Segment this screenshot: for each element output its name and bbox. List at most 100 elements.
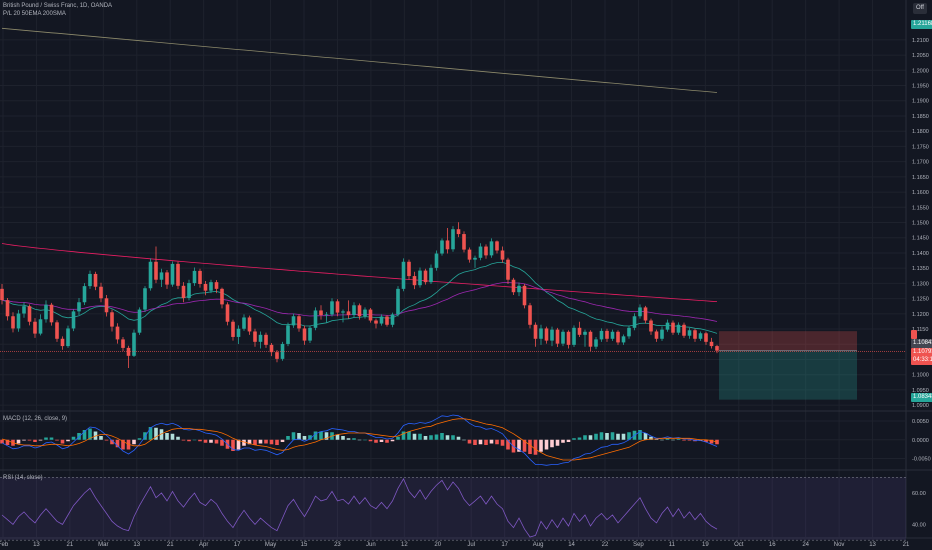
- y-tick-label: 1.1450: [912, 236, 929, 242]
- candle-body: [429, 267, 433, 283]
- candle-body: [687, 330, 692, 336]
- candle-body: [198, 270, 202, 284]
- candle-body: [500, 250, 505, 260]
- candle-body: [533, 324, 538, 339]
- candle-body: [16, 313, 21, 329]
- macd-histogram-bar: [66, 439, 70, 442]
- candle-body: [522, 285, 527, 306]
- candle-body: [445, 240, 450, 250]
- candle-body: [385, 316, 389, 325]
- macd-histogram-bar: [363, 439, 367, 441]
- price-pane[interactable]: [0, 27, 906, 400]
- macd-histogram-bar: [71, 436, 76, 440]
- macd-histogram-bar: [165, 433, 169, 440]
- rsi-band-fill: [0, 477, 906, 541]
- macd-histogram-bar: [159, 429, 164, 440]
- macd-histogram-bar: [253, 439, 257, 445]
- macd-histogram-bar: [616, 433, 620, 440]
- candle-body: [346, 311, 351, 316]
- candle-body: [368, 309, 373, 321]
- candle-body: [335, 301, 340, 313]
- candle-body: [440, 240, 444, 254]
- candle-body: [126, 347, 131, 356]
- candle-body: [709, 341, 714, 347]
- candle-body: [231, 321, 235, 337]
- candle-body: [77, 302, 81, 312]
- macd-histogram-bar: [154, 427, 158, 440]
- y-tick-label: 1.1350: [912, 266, 929, 272]
- candle-body: [132, 332, 136, 356]
- y-tick-label: 1.1600: [912, 190, 929, 196]
- macd-histogram-bar: [104, 439, 109, 441]
- candle-body: [396, 288, 400, 315]
- macd-histogram-bar: [423, 436, 428, 440]
- macd-legend: MACD (12, 26, close, 9): [3, 416, 68, 422]
- candle-body: [665, 322, 670, 330]
- macd-histogram-bar: [291, 432, 296, 440]
- macd-histogram-bar: [390, 439, 395, 442]
- macd-histogram-bar: [473, 439, 477, 445]
- macd-histogram-bar: [621, 433, 626, 440]
- macd-histogram-bar: [709, 439, 714, 444]
- macd-histogram-bar: [143, 432, 147, 440]
- axes: Feb 13 21 Mar 13 21 Apr 17 May 15 23 Jun 12 20 Jul 17 Au…: [0, 38, 931, 548]
- candle-body: [621, 336, 626, 343]
- macd-pane[interactable]: [0, 414, 719, 466]
- macd-histogram-bar: [500, 439, 505, 446]
- symbol-legend: British Pound / Swiss Franc, 1D, OANDA: [3, 3, 113, 9]
- candle-body: [49, 304, 54, 323]
- x-tick-label: 19: [702, 542, 709, 548]
- macd-histogram-bar: [302, 436, 307, 440]
- macd-histogram-bar: [605, 433, 609, 440]
- macd-histogram-bar: [687, 439, 692, 441]
- rsi-pane[interactable]: [0, 476, 906, 541]
- y-tick-label: 1.1250: [912, 297, 929, 303]
- candle-body: [577, 327, 582, 335]
- candle-body: [583, 331, 587, 335]
- x-tick-label: May: [265, 542, 276, 548]
- x-tick-label: Aug: [533, 542, 544, 548]
- candle-body: [660, 329, 664, 339]
- y-tick-label: 1.1150: [912, 327, 928, 333]
- candle-body: [357, 305, 362, 317]
- macd-histogram-bar: [242, 439, 246, 446]
- macd-histogram-bar: [27, 439, 32, 441]
- candle-body: [412, 276, 417, 286]
- y-tick-label: 1.1500: [912, 221, 929, 227]
- macd-histogram-bar: [335, 434, 340, 440]
- candle-body: [297, 316, 301, 329]
- macd-histogram-bar: [544, 439, 549, 450]
- candle-body: [55, 322, 59, 339]
- stop-price-label: [911, 330, 917, 339]
- macd-histogram-bar: [484, 439, 488, 445]
- candle-body: [467, 249, 472, 260]
- macd-histogram-bar: [572, 438, 576, 440]
- candle-body: [165, 272, 169, 285]
- y-tick-label: 1.1950: [912, 84, 929, 90]
- macd-histogram-bar: [467, 439, 472, 444]
- macd-histogram-bar: [401, 431, 406, 440]
- x-tick-label: 22: [602, 542, 609, 548]
- macd-histogram-bar: [660, 439, 664, 441]
- macd-histogram-bar: [22, 439, 26, 441]
- macd-histogram-bar: [341, 436, 345, 440]
- x-tick-label: Jun: [366, 542, 376, 548]
- candle-body: [286, 325, 290, 344]
- macd-histogram-bar: [121, 439, 125, 450]
- macd-histogram-bar: [379, 439, 384, 442]
- macd-histogram-bar: [528, 439, 532, 454]
- candle-body: [121, 339, 125, 348]
- candle-body: [423, 270, 428, 283]
- x-tick-label: 17: [501, 542, 508, 548]
- macd-histogram-bar: [170, 433, 175, 440]
- candle-body: [203, 283, 208, 291]
- candle-body: [181, 285, 186, 298]
- candle-body: [110, 312, 114, 327]
- off-button[interactable]: Off: [913, 3, 927, 14]
- candle-body: [330, 301, 334, 315]
- x-tick-label: 17: [234, 542, 241, 548]
- macd-histogram-bar: [533, 439, 538, 455]
- macd-histogram-bar: [445, 435, 450, 440]
